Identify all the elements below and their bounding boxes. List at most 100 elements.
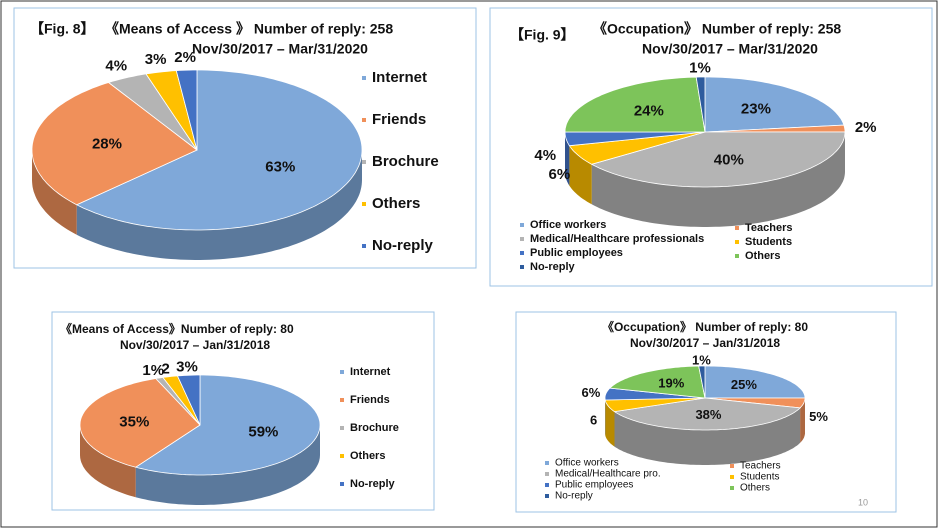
legend-label: Others [372, 195, 420, 212]
legend-swatch [730, 475, 734, 479]
data-label: 35% [119, 413, 149, 430]
slice [134, 374, 321, 476]
chart-subtitle: Nov/30/2017 – Jan/31/2018 [120, 338, 270, 352]
data-label: 25% [731, 377, 757, 392]
legend-label: Teachers [745, 222, 793, 234]
legend-label: Others [745, 250, 780, 262]
chart-title: 《Means of Access》Number of reply: 80 [60, 321, 294, 336]
data-label: 28% [92, 135, 122, 152]
slice [564, 131, 706, 147]
legend-label: Others [350, 450, 385, 462]
data-label: 1% [142, 362, 164, 379]
legend-label: Brochure [372, 153, 439, 170]
legend-swatch [545, 483, 549, 487]
legend-swatch [362, 202, 366, 206]
data-label: 63% [265, 158, 295, 175]
chart-subtitle: Nov/30/2017 – Mar/31/2020 [642, 41, 818, 57]
slice [75, 69, 363, 231]
legend-label: Office workers [530, 219, 606, 231]
slice-side [591, 132, 845, 227]
legend-label: No-reply [555, 491, 593, 502]
legend-swatch [520, 237, 524, 241]
legend-swatch [340, 426, 344, 430]
data-label: 5% [809, 409, 828, 424]
slice [79, 378, 201, 468]
legend-swatch [735, 240, 739, 244]
legend-swatch [735, 254, 739, 258]
data-label: 23% [741, 100, 771, 117]
slice-side [135, 425, 320, 505]
legend-swatch [735, 226, 739, 230]
slice [695, 76, 706, 133]
legend-label: Brochure [350, 422, 399, 434]
slice [608, 365, 706, 399]
legend-swatch [362, 118, 366, 122]
legend-swatch [340, 482, 344, 486]
data-label: 2 [162, 360, 170, 377]
slice [145, 70, 198, 151]
data-label: 6% [582, 385, 601, 400]
legend-swatch [340, 370, 344, 374]
slice-side [565, 132, 570, 186]
legend-label: Friends [350, 394, 390, 406]
data-label: 59% [248, 424, 278, 441]
slice [176, 374, 201, 426]
slice-side [569, 145, 592, 205]
data-label: 2% [174, 49, 196, 66]
legend-label: Students [740, 472, 779, 483]
slice-side [800, 398, 805, 443]
data-label: 6% [548, 166, 570, 183]
data-label: 1% [692, 353, 711, 368]
legend-label: Students [745, 236, 792, 248]
legend-label: Medical/Healthcare professionals [530, 233, 704, 245]
legend-label: Internet [350, 366, 391, 378]
slice [568, 131, 706, 165]
legend-label: Internet [372, 69, 427, 86]
legend-label: Public employees [555, 480, 633, 491]
legend-label: Friends [372, 111, 426, 128]
panel [515, 311, 897, 513]
slice [613, 397, 802, 431]
data-label: 19% [658, 376, 684, 391]
slice [107, 73, 198, 151]
chart-title: 《Occupation》 Number of reply: 80 [602, 319, 808, 334]
legend-swatch [520, 251, 524, 255]
slice [604, 387, 706, 401]
slice-side [80, 425, 136, 498]
slice-side [605, 400, 615, 447]
legend-label: Office workers [555, 458, 619, 469]
data-label: 1% [689, 60, 711, 77]
slice-side [32, 150, 77, 235]
panel [13, 7, 477, 269]
legend-label: No-reply [530, 261, 576, 273]
data-label: 4% [534, 147, 556, 164]
legend-label: Others [740, 483, 770, 494]
legend-swatch [520, 223, 524, 227]
panel [489, 7, 933, 287]
figure-label: 【Fig. 9】 [510, 27, 575, 43]
legend-label: No-reply [372, 237, 434, 254]
legend-swatch [545, 494, 549, 498]
legend-swatch [520, 265, 524, 269]
legend-swatch [340, 398, 344, 402]
legend-swatch [362, 160, 366, 164]
slice [704, 76, 845, 133]
legend-swatch [545, 472, 549, 476]
figure-label: 【Fig. 8】 [30, 21, 95, 37]
data-label: 24% [634, 102, 664, 119]
legend-label: Public employees [530, 247, 623, 259]
slice [564, 76, 706, 133]
legend-swatch [545, 461, 549, 465]
legend-swatch [730, 486, 734, 490]
slice-side [614, 407, 801, 465]
slice [175, 69, 198, 151]
data-label: 6 [590, 413, 597, 428]
slice [698, 365, 706, 399]
chart-subtitle: Nov/30/2017 – Mar/31/2020 [192, 41, 368, 57]
page-number: 10 [858, 497, 868, 507]
data-label: 38% [695, 407, 721, 422]
panel [51, 311, 435, 511]
data-label: 40% [714, 152, 744, 169]
chart-title: 《Occupation》 Number of reply: 258 [593, 21, 841, 37]
legend-swatch [362, 244, 366, 248]
